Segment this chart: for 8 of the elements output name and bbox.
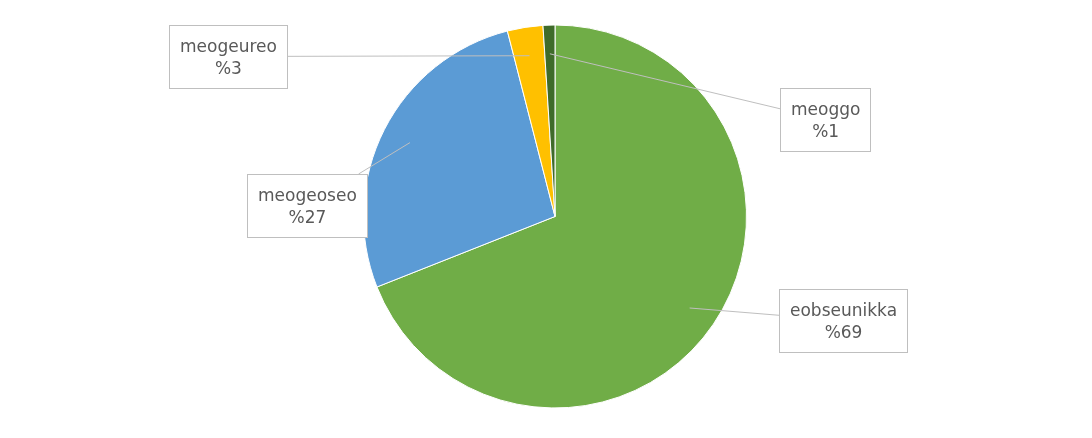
slice-label: eobseunikka [790,300,898,320]
data-label: %3 [214,58,242,79]
slice-label: meogeoseo [258,185,357,205]
slice-label: meoggo [791,99,861,119]
data-label: %69 [824,322,863,343]
slice-label: meogeureo [180,36,277,56]
data-label: %27 [288,207,327,228]
data-label: %1 [812,121,840,142]
